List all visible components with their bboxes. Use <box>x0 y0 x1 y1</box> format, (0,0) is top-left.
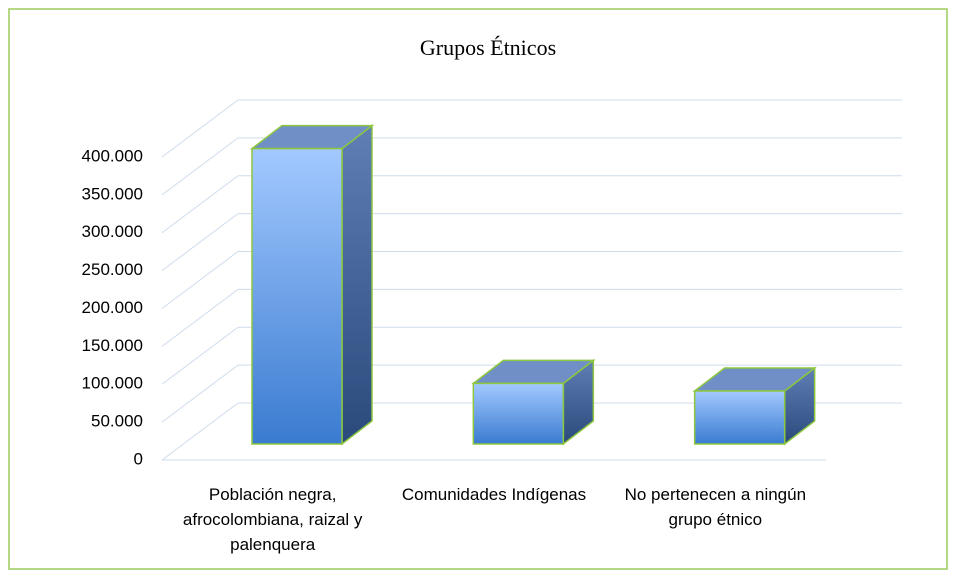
grid-line <box>161 402 239 461</box>
bar-side <box>341 124 373 446</box>
grid-line <box>161 175 239 234</box>
grid-line <box>161 99 239 158</box>
x-tick-label: Población negra, afrocolombiana, raizal … <box>182 485 363 554</box>
grid-line <box>161 137 239 196</box>
y-tick-label: 50.000 <box>91 412 143 431</box>
x-tick-label: No pertenecen a ningún grupo étnico <box>624 485 807 529</box>
y-tick-label: 0 <box>134 449 143 468</box>
grid-line <box>161 364 239 423</box>
x-tick-label: Comunidades Indígenas <box>401 485 587 504</box>
bar <box>472 382 565 445</box>
chart-title: Grupos Étnicos <box>420 35 556 60</box>
y-tick-label: 350.000 <box>82 184 143 203</box>
bar <box>251 147 343 445</box>
grid-line <box>161 326 239 385</box>
y-tick-label: 400.000 <box>82 146 143 165</box>
y-tick-label: 250.000 <box>82 260 143 279</box>
grid-line <box>161 288 239 347</box>
grid-line <box>161 251 239 309</box>
y-tick-label: 150.000 <box>82 336 143 355</box>
chart-border <box>8 8 948 570</box>
y-tick-label: 100.000 <box>82 374 143 393</box>
y-tick-label: 200.000 <box>82 298 143 317</box>
grid-line <box>161 213 239 272</box>
bar <box>693 390 786 445</box>
y-tick-label: 300.000 <box>82 222 143 241</box>
